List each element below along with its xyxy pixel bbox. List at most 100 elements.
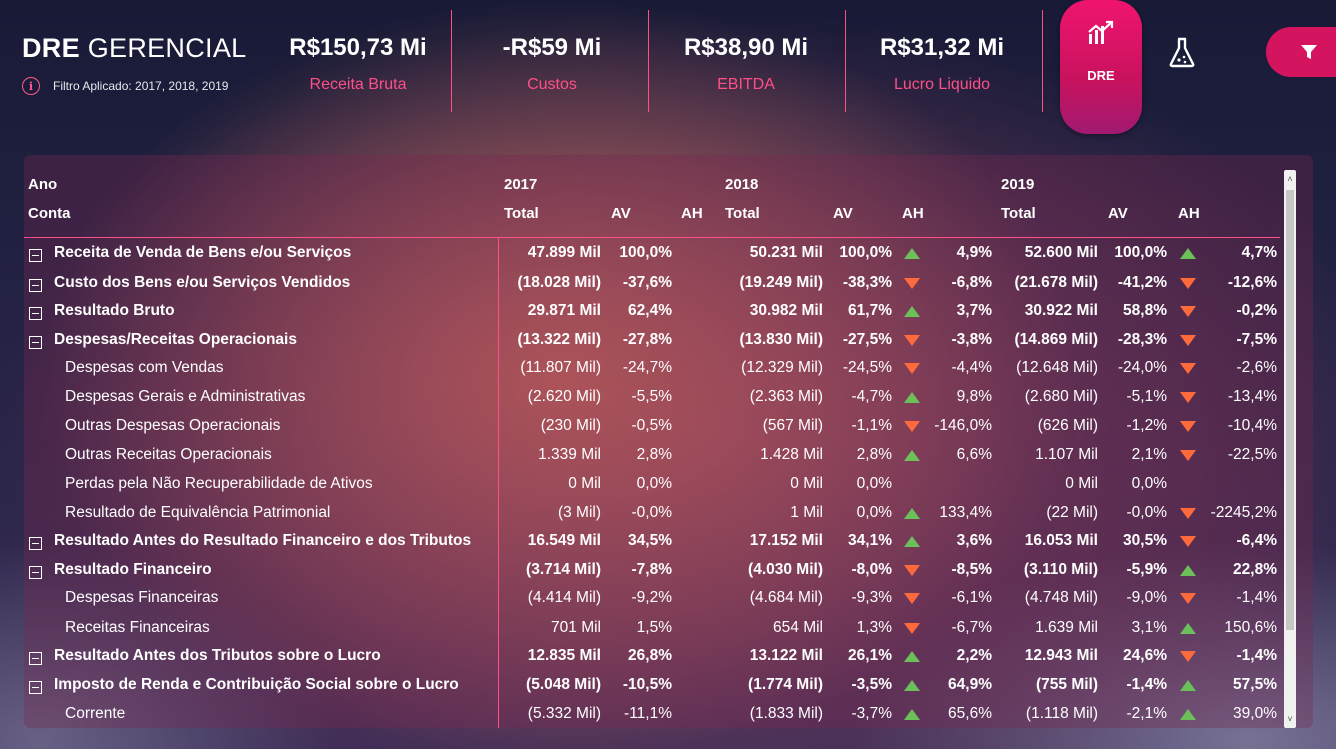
info-icon[interactable]: i: [22, 77, 40, 95]
cell-total-y18: 30.982 Mil: [749, 302, 823, 319]
table-row[interactable]: Despesas Gerais e Administrativas (2.620 …: [24, 383, 1290, 412]
cell-total-y19: 1.639 Mil: [1035, 619, 1098, 636]
table-row[interactable]: Resultado Antes do Resultado Financeiro …: [24, 527, 1290, 556]
header-ah[interactable]: AH: [1178, 205, 1200, 222]
kpi-label: Lucro Liquido: [893, 76, 991, 93]
trend-up-icon: [1180, 709, 1196, 720]
cell-av-y17: 1,5%: [636, 619, 672, 636]
cell-ah-y18: 3,6%: [956, 532, 992, 549]
account-name: Corrente: [65, 705, 126, 722]
header-year-2019: 2019: [1001, 176, 1035, 193]
collapse-minus-icon[interactable]: [29, 249, 42, 262]
account-name: Resultado Bruto: [54, 302, 175, 319]
table-row[interactable]: Resultado Antes dos Tributos sobre o Luc…: [24, 642, 1290, 671]
table-row[interactable]: Resultado Financeiro (3.714 Mil) -7,8% (4.0…: [24, 556, 1290, 585]
collapse-minus-icon[interactable]: [29, 681, 42, 694]
table-row[interactable]: Imposto de Renda e Contribuição Social s…: [24, 671, 1290, 700]
cell-av-y19: 30,5%: [1123, 532, 1167, 549]
trend-up-icon: [1180, 565, 1196, 576]
cell-av-y18: 100,0%: [839, 244, 892, 261]
cell-av-y19: -5,1%: [1126, 388, 1168, 405]
cell-av-y18: 2,8%: [856, 446, 892, 463]
table-row[interactable]: Resultado de Equivalência Patrimonial (3 …: [24, 499, 1290, 528]
cell-ah-y19: -2245,2%: [1210, 504, 1277, 521]
cell-ah-y18: 4,9%: [956, 244, 992, 261]
cell-ah-y19: 57,5%: [1233, 676, 1277, 693]
dre-table-panel: Ano 2017 2018 2019 Conta Total AV AH Tot…: [24, 155, 1313, 728]
header-ah[interactable]: AH: [681, 205, 703, 222]
cell-ah-y18: -8,5%: [951, 561, 993, 578]
trend-up-icon: [904, 248, 920, 259]
header-av[interactable]: AV: [833, 205, 853, 222]
table-row[interactable]: Despesas Financeiras (4.414 Mil) -9,2% (4.6…: [24, 584, 1290, 613]
cell-total-y17: (11.807 Mil): [520, 359, 601, 376]
cell-total-y19: (22 Mil): [1046, 504, 1098, 521]
scroll-up-arrow-icon[interactable]: ˄: [1287, 174, 1293, 184]
cell-total-y17: 12.835 Mil: [527, 647, 601, 664]
cell-ah-y18: 65,6%: [948, 705, 992, 722]
cell-ah-y19: -10,4%: [1227, 417, 1277, 434]
flask-icon[interactable]: [1168, 36, 1196, 68]
table-row[interactable]: Perdas pela Não Recuperabilidade de Ativ…: [24, 470, 1290, 499]
kpi-divider: [648, 10, 649, 112]
trend-down-icon: [1180, 593, 1196, 604]
cell-av-y19: 100,0%: [1114, 244, 1167, 261]
trend-down-icon: [1180, 392, 1196, 403]
header-av[interactable]: AV: [1108, 205, 1128, 222]
cell-av-y18: -9,3%: [851, 589, 893, 606]
title-bold: DRE: [22, 33, 80, 63]
cell-total-y19: 12.943 Mil: [1024, 647, 1098, 664]
cell-av-y19: 24,6%: [1123, 647, 1167, 664]
cell-ah-y18: -146,0%: [934, 417, 992, 434]
dre-button[interactable]: DRE: [1060, 0, 1142, 134]
cell-av-y19: 3,1%: [1131, 619, 1167, 636]
dre-table: Ano 2017 2018 2019 Conta Total AV AH Tot…: [24, 155, 1290, 728]
cell-av-y19: -1,2%: [1126, 417, 1168, 434]
cell-av-y19: -2,1%: [1126, 705, 1168, 722]
table-row[interactable]: Receitas Financeiras 701 Mil 1,5% 654 Mil 1,…: [24, 614, 1290, 643]
collapse-minus-icon[interactable]: [29, 279, 42, 292]
trend-down-icon: [904, 421, 920, 432]
cell-av-y17: -9,2%: [631, 589, 673, 606]
kpi-lucro-liquido: R$31,32 Mi Lucro Liquido: [852, 34, 1032, 94]
table-row[interactable]: Despesas/Receitas Operacionais (13.322 Mi…: [24, 326, 1290, 355]
cell-total-y18: 17.152 Mil: [749, 532, 823, 549]
filter-button[interactable]: [1266, 27, 1336, 77]
cell-av-y19: -0,0%: [1126, 504, 1168, 521]
cell-total-y17: 1.339 Mil: [538, 446, 601, 463]
header-divider: [24, 237, 1280, 238]
cell-av-y18: -4,7%: [851, 388, 893, 405]
table-row[interactable]: Despesas com Vendas (11.807 Mil) -24,7% (12…: [24, 354, 1290, 383]
trend-down-icon: [1180, 421, 1196, 432]
cell-total-y19: (4.748 Mil): [1024, 589, 1098, 606]
header-ah[interactable]: AH: [902, 205, 924, 222]
collapse-minus-icon[interactable]: [29, 566, 42, 579]
table-row[interactable]: Custo dos Bens e/ou Serviços Vendidos (18…: [24, 269, 1290, 298]
cell-total-y18: (1.774 Mil): [748, 676, 823, 693]
cell-ah-y19: -7,5%: [1236, 331, 1278, 348]
table-row[interactable]: Receita de Venda de Bens e/ou Serviços 47…: [24, 239, 1290, 268]
header-total[interactable]: Total: [725, 205, 760, 222]
table-row[interactable]: Outras Receitas Operacionais 1.339 Mil 2,8…: [24, 441, 1290, 470]
scroll-thumb[interactable]: [1286, 190, 1294, 630]
collapse-minus-icon[interactable]: [29, 537, 42, 550]
cell-av-y17: -0,5%: [631, 417, 673, 434]
kpi-ebitda: R$38,90 Mi EBITDA: [656, 34, 836, 94]
cell-av-y17: -27,8%: [622, 331, 672, 348]
table-row[interactable]: Outras Despesas Operacionais (230 Mil) -0,…: [24, 412, 1290, 441]
header-total[interactable]: Total: [504, 205, 539, 222]
collapse-minus-icon[interactable]: [29, 336, 42, 349]
trend-down-icon: [904, 278, 920, 289]
header-total[interactable]: Total: [1001, 205, 1036, 222]
cell-av-y17: -0,0%: [631, 504, 673, 521]
header-av[interactable]: AV: [611, 205, 631, 222]
scroll-down-arrow-icon[interactable]: ˅: [1287, 714, 1293, 724]
table-scrollbar[interactable]: ˄ ˅: [1284, 170, 1296, 728]
cell-total-y17: 701 Mil: [551, 619, 601, 636]
table-row[interactable]: Resultado Bruto 29.871 Mil 62,4% 30.982 Mil…: [24, 297, 1290, 326]
table-row[interactable]: Corrente (5.332 Mil) -11,1% (1.833 Mil) -3,7…: [24, 700, 1290, 728]
kpi-label: Custos: [527, 76, 577, 93]
collapse-minus-icon[interactable]: [29, 307, 42, 320]
collapse-minus-icon[interactable]: [29, 652, 42, 665]
trend-up-icon: [904, 392, 920, 403]
